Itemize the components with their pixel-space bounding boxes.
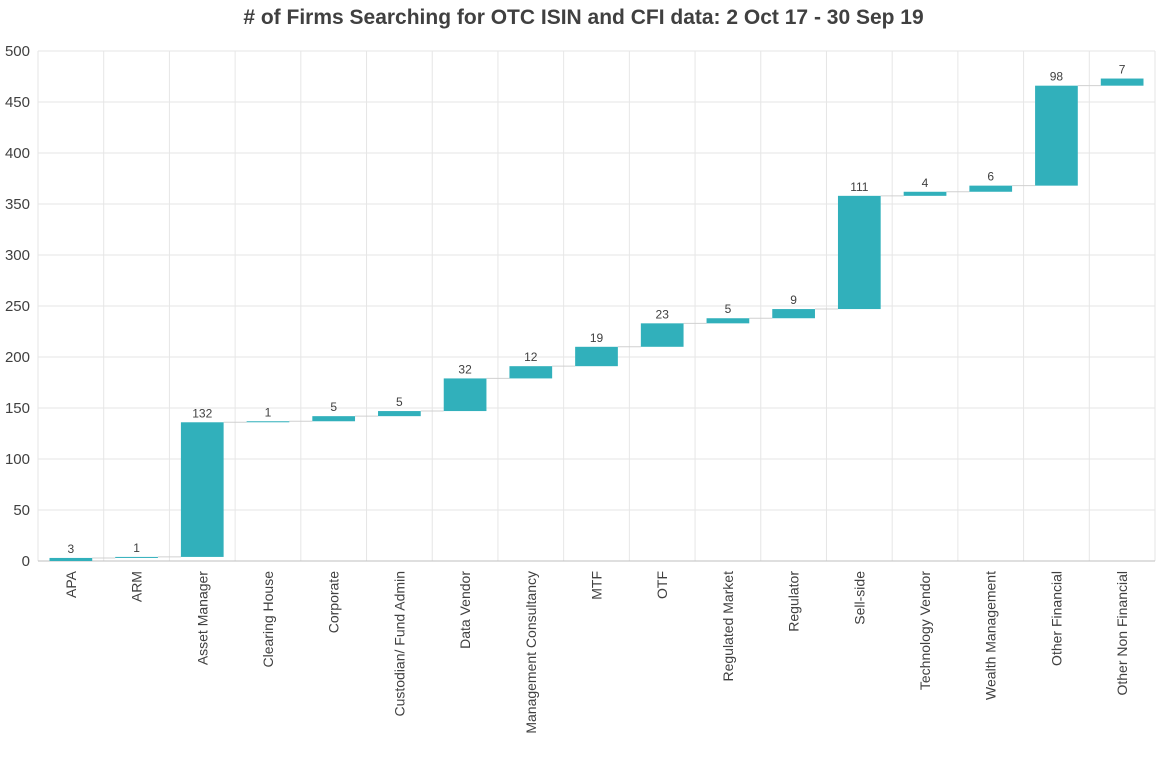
waterfall-bar bbox=[772, 309, 815, 319]
data-label: 7 bbox=[1119, 63, 1126, 77]
waterfall-bar bbox=[378, 411, 421, 417]
data-label-layer: 3 1 132 1 5 5 32 12 19 23 5 9 111 4 6 98 7 bbox=[68, 63, 1126, 556]
waterfall-bar bbox=[49, 557, 93, 561]
data-label: 3 bbox=[68, 542, 75, 556]
x-tick-label: Corporate bbox=[326, 571, 342, 633]
x-tick-label: Sell-side bbox=[851, 571, 867, 625]
data-label: 5 bbox=[725, 302, 732, 316]
waterfall-bar bbox=[180, 422, 224, 557]
x-tick-label: APA bbox=[63, 570, 79, 598]
data-label: 1 bbox=[265, 405, 272, 419]
grid-layer bbox=[37, 50, 1156, 562]
waterfall-bar bbox=[706, 318, 750, 324]
waterfall-bar bbox=[903, 191, 947, 196]
data-label: 23 bbox=[656, 307, 670, 321]
data-label: 4 bbox=[922, 176, 929, 190]
x-tick-label: MTF bbox=[589, 571, 605, 600]
connector-layer bbox=[92, 85, 1101, 559]
x-tick-label: ARM bbox=[129, 571, 145, 602]
y-tick-label: 200 bbox=[5, 349, 30, 366]
y-tick-label: 0 bbox=[22, 553, 30, 570]
y-tick-label: 150 bbox=[5, 400, 30, 417]
waterfall-bar bbox=[969, 185, 1013, 192]
x-tick-label: Clearing House bbox=[260, 571, 276, 668]
x-tick-label: Regulated Market bbox=[720, 571, 736, 682]
waterfall-bar bbox=[509, 366, 553, 379]
waterfall-bar bbox=[246, 421, 290, 423]
x-tick-label: Data Vendor bbox=[457, 571, 473, 649]
x-tick-label: OTF bbox=[654, 571, 670, 599]
chart-title: # of Firms Searching for OTC ISIN and CF… bbox=[243, 6, 924, 29]
waterfall-bar bbox=[640, 323, 684, 347]
data-label: 1 bbox=[133, 541, 140, 555]
x-tick-label: Custodian/ Fund Admin bbox=[391, 571, 407, 717]
y-tick-label: 400 bbox=[5, 145, 30, 162]
waterfall-bar bbox=[115, 556, 158, 558]
data-label: 12 bbox=[524, 350, 538, 364]
y-tick-label: 250 bbox=[5, 298, 30, 315]
data-label: 111 bbox=[850, 180, 869, 194]
data-label: 5 bbox=[396, 395, 403, 409]
data-label: 32 bbox=[458, 362, 472, 376]
y-axis: 0 50 100 150 200 250 300 350 400 450 500 bbox=[5, 43, 30, 570]
data-label: 6 bbox=[987, 170, 994, 184]
x-tick-label: Asset Manager bbox=[194, 571, 210, 665]
x-axis: APA ARM Asset Manager Clearing House Corpora… bbox=[63, 570, 1130, 733]
data-label: 132 bbox=[192, 406, 212, 420]
y-tick-label: 300 bbox=[5, 247, 30, 264]
data-label: 98 bbox=[1050, 70, 1064, 84]
bar-layer bbox=[49, 78, 1144, 561]
data-label: 5 bbox=[330, 400, 337, 414]
y-tick-label: 100 bbox=[5, 451, 30, 468]
x-tick-label: Technology Vendor bbox=[917, 571, 933, 690]
y-tick-label: 50 bbox=[13, 502, 30, 519]
data-label: 19 bbox=[590, 331, 604, 345]
waterfall-bar bbox=[837, 195, 881, 310]
x-tick-label: Management Consultancy bbox=[523, 571, 539, 734]
waterfall-bar bbox=[312, 416, 356, 422]
x-tick-label: Other Financial bbox=[1048, 571, 1064, 666]
waterfall-bar bbox=[575, 346, 618, 367]
waterfall-bar bbox=[1035, 85, 1078, 186]
x-tick-label: Regulator bbox=[786, 571, 802, 632]
waterfall-bar bbox=[1100, 78, 1144, 86]
y-tick-label: 450 bbox=[5, 94, 30, 111]
y-tick-label: 500 bbox=[5, 43, 30, 60]
data-label: 9 bbox=[790, 293, 797, 307]
x-tick-label: Wealth Management bbox=[983, 571, 999, 700]
y-tick-label: 350 bbox=[5, 196, 30, 213]
x-tick-label: Other Non Financial bbox=[1114, 571, 1130, 696]
waterfall-bar bbox=[443, 378, 487, 412]
